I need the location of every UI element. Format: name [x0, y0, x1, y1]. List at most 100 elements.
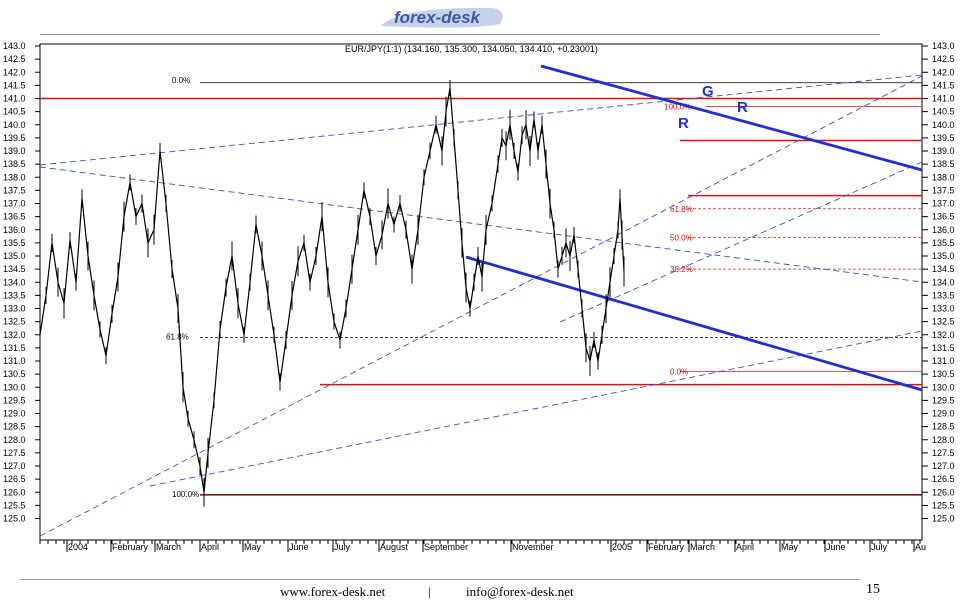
y-tick-right: 137.0 [932, 199, 955, 209]
y-tick-right: 135.5 [932, 238, 955, 248]
y-tick-right: 128.0 [932, 435, 955, 445]
x-label: 2005 [612, 542, 632, 552]
y-tick-right: 142.5 [932, 54, 955, 64]
x-label: May [244, 542, 262, 552]
trend-line-dashed [149, 330, 923, 487]
y-tick-right: 126.5 [932, 474, 955, 484]
y-tick-left: 129.0 [3, 409, 26, 419]
x-label: February [112, 542, 149, 552]
y-tick-right: 130.0 [932, 382, 955, 392]
x-label: May [781, 542, 799, 552]
y-tick-right: 127.5 [932, 448, 955, 458]
y-tick-left: 125.5 [3, 500, 26, 510]
x-label: April [736, 542, 754, 552]
y-tick-right: 139.0 [932, 146, 955, 156]
y-tick-left: 142.5 [3, 54, 26, 64]
y-tick-left: 132.0 [3, 330, 26, 340]
y-tick-left: 136.5 [3, 212, 26, 222]
footer-email[interactable]: info@forex-desk.net [466, 584, 574, 599]
fib-level-label: 61.8% [166, 332, 189, 341]
eurjpy-chart: 143.0 143.0 142.5 142.5 142.0 142.0 141.5 141.5… [3, 41, 955, 552]
pattern-annotation: G [702, 83, 714, 100]
y-tick-left: 136.0 [3, 225, 26, 235]
y-tick-right: 130.5 [932, 369, 955, 379]
y-tick-right: 134.0 [932, 277, 955, 287]
x-label: June [826, 542, 846, 552]
plot-frame [39, 43, 923, 541]
y-tick-left: 134.0 [3, 277, 26, 287]
y-tick-left: 143.0 [3, 41, 26, 51]
y-tick-left: 139.0 [3, 146, 26, 156]
y-tick-left: 131.5 [3, 343, 26, 353]
y-tick-left: 135.0 [3, 251, 26, 261]
y-tick-right: 125.5 [932, 500, 955, 510]
trend-line-dashed [559, 161, 923, 323]
y-tick-left: 127.0 [3, 461, 26, 471]
y-tick-right: 127.0 [932, 461, 955, 471]
x-label: July [871, 542, 888, 552]
y-tick-right: 139.5 [932, 133, 955, 143]
y-tick-right: 132.5 [932, 317, 955, 327]
y-tick-left: 127.5 [3, 448, 26, 458]
y-tick-right: 131.0 [932, 356, 955, 366]
channel-upper-line [540, 64, 923, 172]
y-tick-right: 136.0 [932, 225, 955, 235]
x-label: Au [915, 542, 926, 552]
x-label: September [424, 542, 468, 552]
y-tick-left: 133.0 [3, 304, 26, 314]
fib2-level-label: 50.0% [670, 234, 693, 243]
footer-website[interactable]: www.forex-desk.net [280, 584, 386, 599]
fib-level-label: 100.0% [172, 490, 199, 499]
y-tick-right: 133.0 [932, 304, 955, 314]
y-tick-left: 138.5 [3, 159, 26, 169]
y-tick-left: 125.0 [3, 514, 26, 524]
y-tick-left: 128.0 [3, 435, 26, 445]
fib-level-label: 0.0% [172, 76, 190, 85]
y-tick-right: 143.0 [932, 41, 955, 51]
y-tick-left: 140.0 [3, 120, 26, 130]
y-tick-right: 133.5 [932, 290, 955, 300]
y-tick-right: 125.0 [932, 514, 955, 524]
y-tick-left: 141.0 [3, 94, 26, 104]
y-tick-left: 129.5 [3, 395, 26, 405]
y-tick-left: 132.5 [3, 317, 26, 327]
trend-line-dashed [39, 74, 923, 166]
logo-text: forex-desk [394, 8, 482, 27]
y-tick-left: 141.5 [3, 80, 26, 90]
y-tick-right: 132.0 [932, 330, 955, 340]
y-tick-left: 140.5 [3, 107, 26, 117]
pattern-annotation: R [737, 99, 748, 116]
x-label: August [380, 542, 409, 552]
footer-rule [20, 579, 860, 580]
y-tick-right: 131.5 [932, 343, 955, 353]
y-tick-left: 142.0 [3, 67, 26, 77]
y-tick-right: 126.0 [932, 487, 955, 497]
x-label: November [512, 542, 554, 552]
y-tick-left: 135.5 [3, 238, 26, 248]
x-label: 2004 [68, 542, 88, 552]
y-tick-left: 137.5 [3, 185, 26, 195]
y-tick-left: 138.0 [3, 172, 26, 182]
channel-lower-line [465, 255, 923, 392]
fib2-level-label: 100.0% [664, 102, 691, 111]
header-rule [40, 34, 880, 35]
page-number: 15 [866, 582, 880, 597]
pattern-annotation: R [678, 115, 689, 132]
x-label: March [156, 542, 181, 552]
y-tick-left: 139.5 [3, 133, 26, 143]
y-tick-right: 142.0 [932, 67, 955, 77]
x-label: April [201, 542, 219, 552]
fib2-level-label: 0.0% [670, 368, 688, 377]
forex-desk-logo: forex-desk [380, 7, 503, 28]
y-tick-right: 138.0 [932, 172, 955, 182]
y-tick-left: 130.5 [3, 369, 26, 379]
y-tick-left: 130.0 [3, 382, 26, 392]
y-tick-right: 140.5 [932, 107, 955, 117]
x-label: March [690, 542, 715, 552]
y-tick-right: 141.5 [932, 80, 955, 90]
footer: www.forex-desk.net | info@forex-desk.net… [0, 582, 960, 602]
y-tick-right: 138.5 [932, 159, 955, 169]
y-tick-right: 137.5 [932, 185, 955, 195]
y-tick-right: 129.0 [932, 409, 955, 419]
trend-line-dashed [39, 75, 923, 537]
